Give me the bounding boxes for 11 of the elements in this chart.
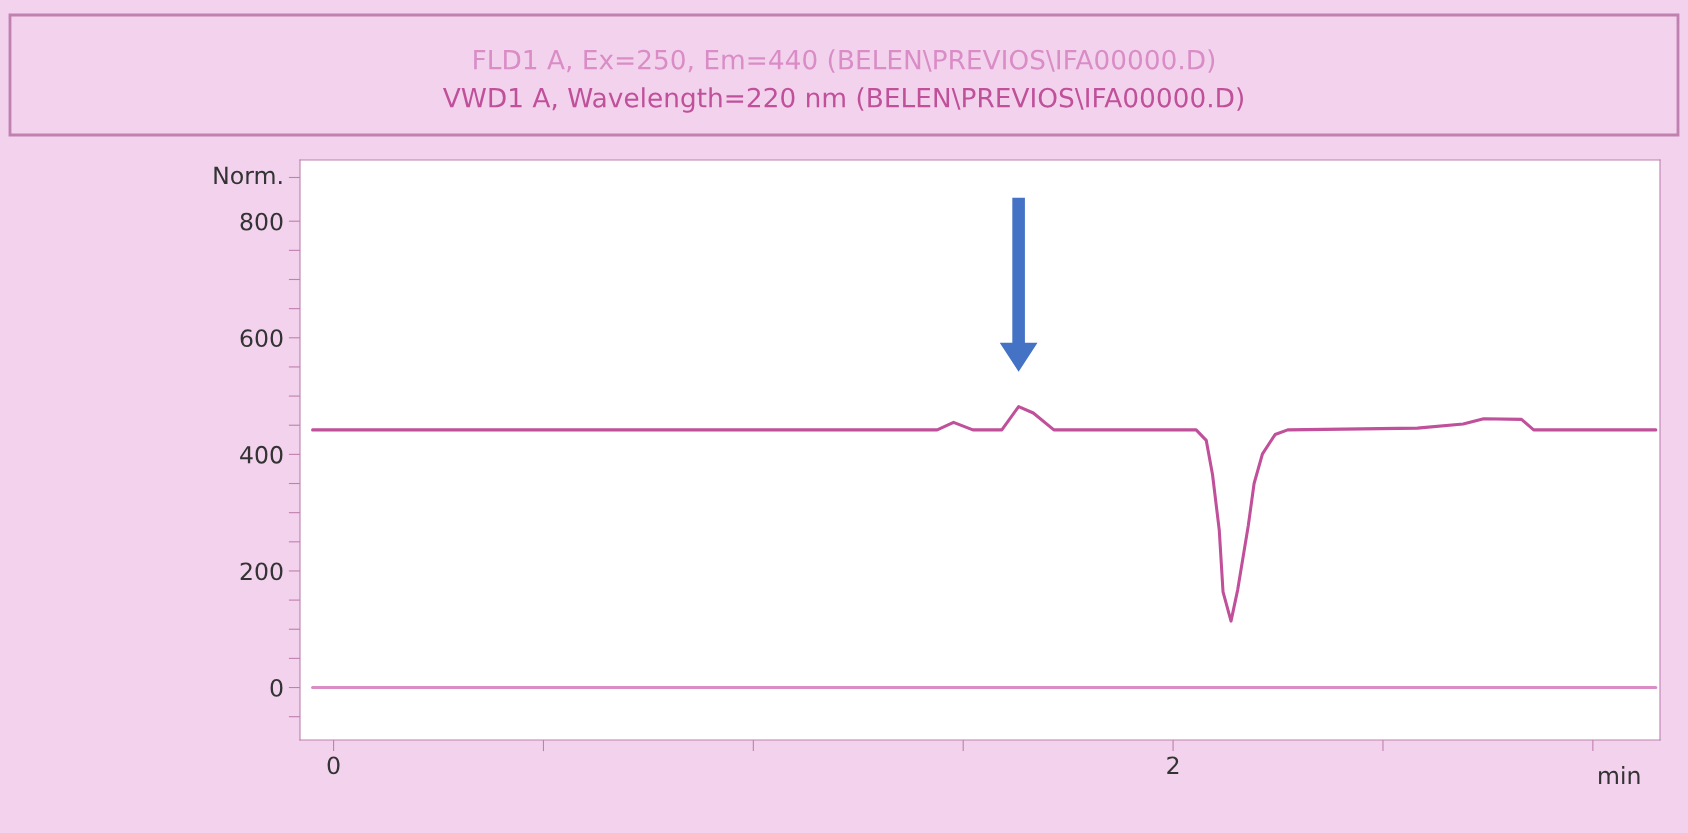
y-tick-label: 200	[240, 562, 283, 581]
y-tick-label: 400	[240, 445, 283, 464]
y-tick-label: 800	[240, 212, 283, 231]
y-tick-label: Norm.	[214, 166, 282, 185]
y-tick-label: 0	[270, 678, 283, 697]
line-series	[311, 405, 1658, 623]
x-axis-title: min	[1599, 766, 1640, 785]
y-tick-label: 600	[240, 329, 283, 348]
text: VWD1 A, Wavelength=220 nm (BELEN\PREVIOS\IFA00000.D)	[442, 87, 1243, 113]
text: FLD1 A, Ex=250, Em=440 (BELEN\PREVIOS\IFA00000.D)	[474, 49, 1215, 73]
x-tick-label: 2	[1167, 756, 1179, 774]
